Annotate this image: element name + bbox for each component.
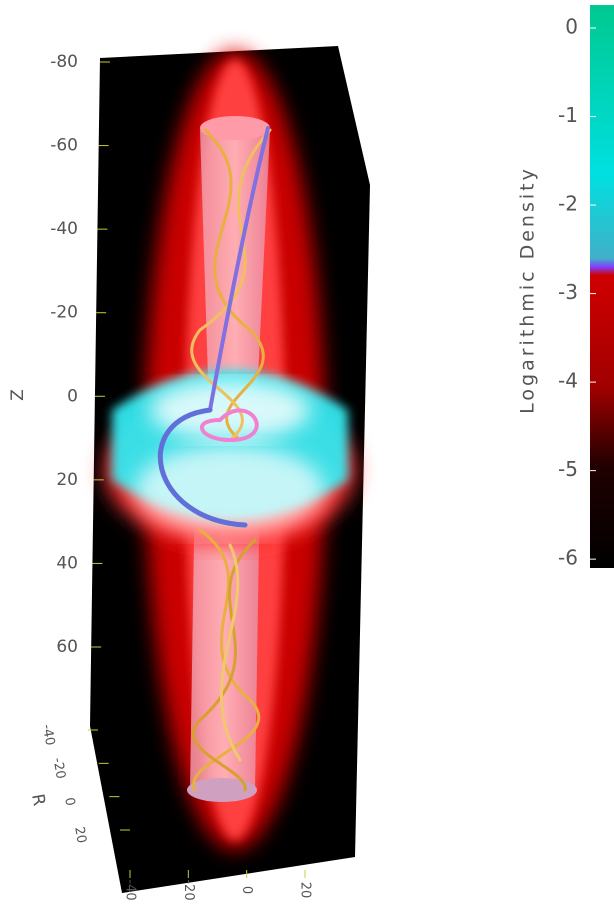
z-tick-label: 0	[67, 386, 78, 406]
z-tick-label: -80	[50, 52, 78, 72]
r-tick-label: -20	[49, 757, 67, 781]
z-tick-label: 20	[56, 470, 78, 490]
r-tick-label: 0	[61, 796, 77, 807]
r-axis-label: R	[27, 792, 49, 807]
r-tick-label: 20	[71, 826, 89, 845]
x-tick-label: 0	[239, 886, 254, 894]
colorbar-label: Logarithmic Density	[517, 166, 539, 414]
z-tick-label: -40	[50, 219, 78, 239]
z-tick-label: -60	[50, 136, 78, 156]
z-axis-label: Z	[8, 389, 28, 401]
colorbar-tick-label: -5	[558, 457, 578, 481]
colorbar-tick-label: -1	[558, 103, 578, 127]
r-tick-label: -40	[39, 723, 57, 747]
colorbar-tick-label: -2	[558, 192, 578, 216]
colorbar	[590, 5, 614, 568]
z-tick-label: 40	[56, 553, 78, 573]
z-tick-label: -20	[50, 303, 78, 323]
colorbar-tick-label: -4	[558, 369, 578, 393]
x-tick-label: 20	[298, 882, 313, 899]
colorbar-tick-label: -6	[558, 546, 578, 570]
colorbar-tick-label: 0	[565, 15, 578, 39]
z-tick-label: 60	[56, 637, 78, 657]
x-tick-label: -20	[181, 879, 196, 900]
x-tick-label: -40	[123, 879, 138, 900]
colorbar-tick-label: -3	[558, 280, 578, 304]
volume-box	[90, 46, 370, 893]
